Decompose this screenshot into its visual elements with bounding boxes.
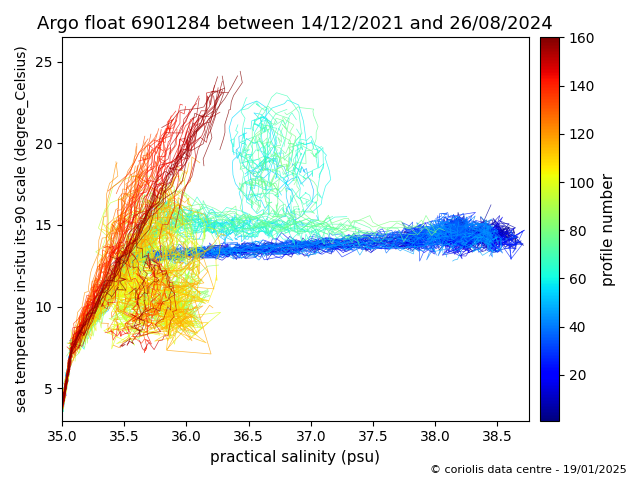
Text: © coriolis data centre - 19/01/2025: © coriolis data centre - 19/01/2025 bbox=[431, 465, 627, 475]
Y-axis label: profile number: profile number bbox=[601, 172, 616, 286]
Title: Argo float 6901284 between 14/12/2021 and 26/08/2024: Argo float 6901284 between 14/12/2021 an… bbox=[37, 15, 553, 33]
X-axis label: practical salinity (psu): practical salinity (psu) bbox=[211, 450, 380, 465]
Y-axis label: sea temperature in-situ its-90 scale (degree_Celsius): sea temperature in-situ its-90 scale (de… bbox=[15, 46, 29, 412]
